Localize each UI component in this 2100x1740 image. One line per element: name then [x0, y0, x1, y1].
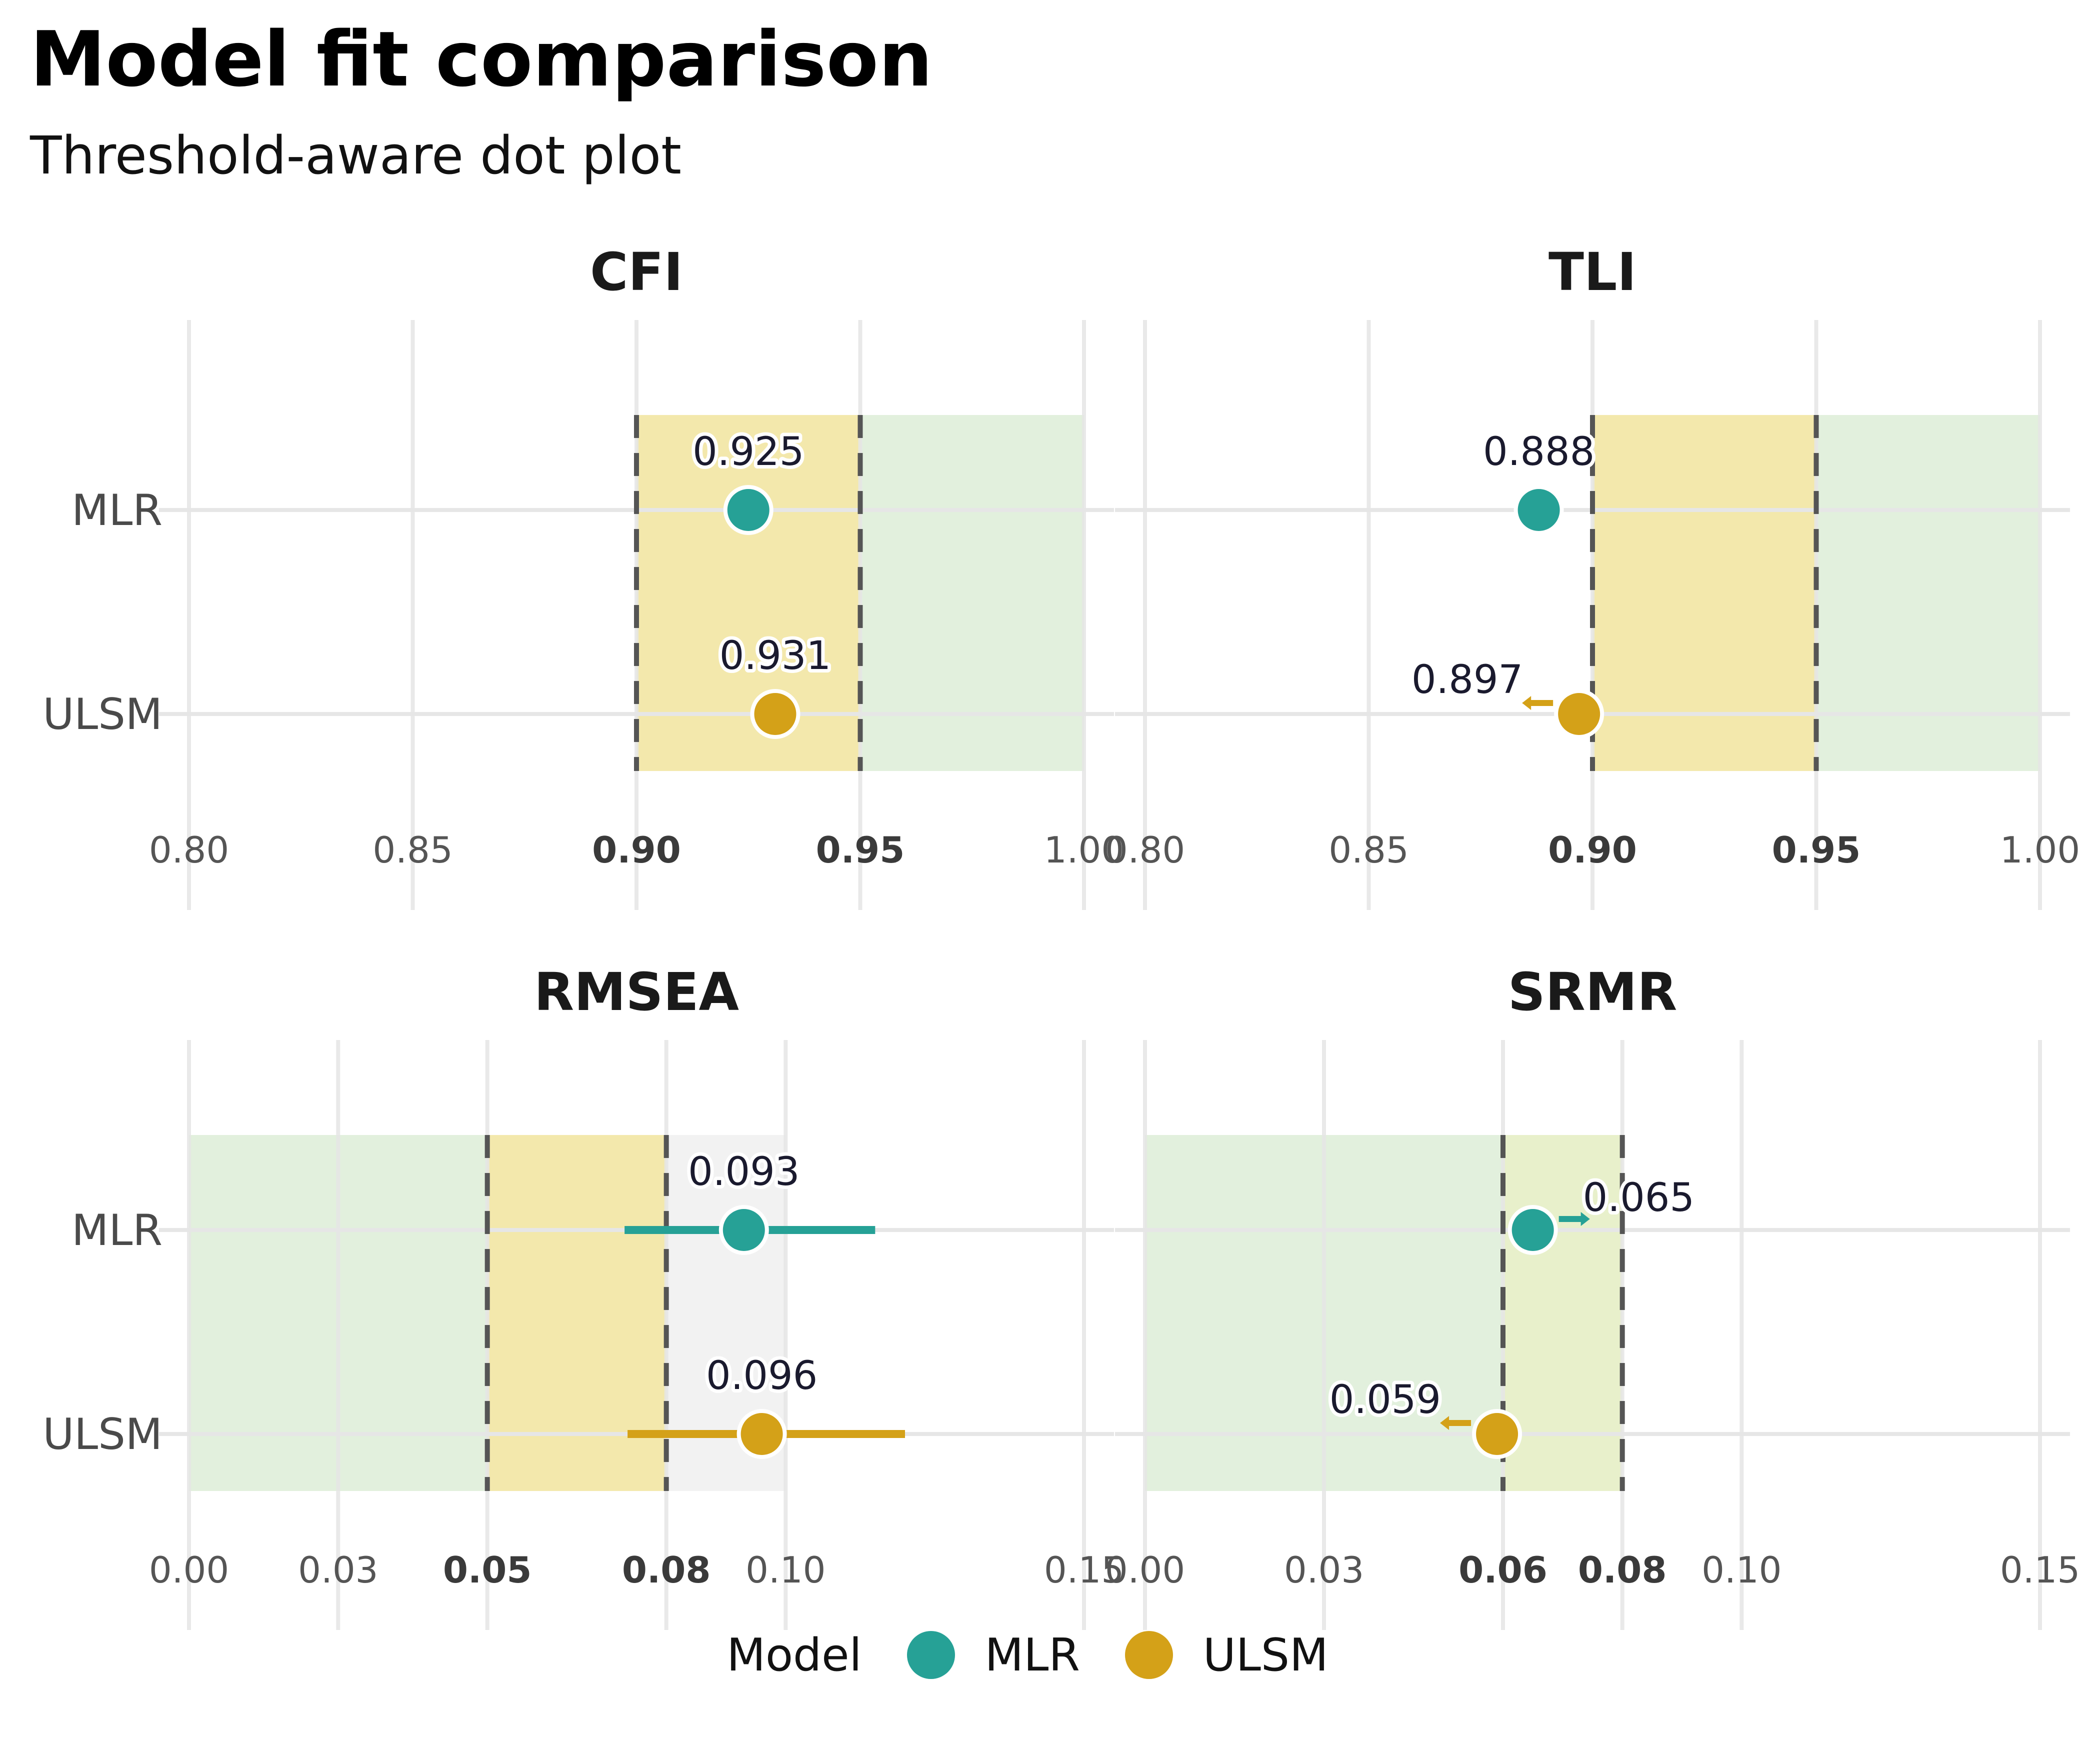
legend-swatch-mlr — [906, 1631, 955, 1679]
tli-mlr-data-label: 0.888 — [1483, 430, 1594, 474]
cfi-mlr-data-label: 0.925 — [692, 430, 804, 474]
srmr-tick-label-5: 0.15 — [2000, 1549, 2080, 1591]
cfi-category-label-1: ULSM — [42, 690, 162, 740]
cfi-band-0 — [636, 415, 860, 771]
tli-mlr-point — [1514, 485, 1564, 535]
srmr-tick-label-3: 0.08 — [1578, 1549, 1667, 1591]
cfi-ulsm-data-label: 0.931 — [720, 634, 831, 678]
cfi-tick-label-1: 0.85 — [372, 829, 452, 871]
rmsea-ulsm-point — [736, 1409, 787, 1459]
legend-title: Model — [726, 1628, 862, 1682]
srmr-band-1 — [1503, 1135, 1622, 1491]
tli-ulsm-point — [1554, 689, 1604, 739]
legend: Model MLR ULSM — [0, 1615, 2100, 1695]
rmsea-tick-label-2: 0.05 — [443, 1549, 532, 1591]
rmsea-category-label-0: MLR — [72, 1206, 162, 1256]
cfi-band-1 — [860, 415, 1084, 771]
rmsea-ulsm-data-label: 0.096 — [706, 1354, 818, 1398]
tli-ulsm-arrow-head — [1522, 696, 1532, 710]
rmsea-facet-title: RMSEA — [534, 962, 739, 1022]
legend-item-mlr: MLR — [906, 1628, 1080, 1682]
cfi-tick-label-4: 1.00 — [1044, 829, 1124, 871]
cfi-tick-label-2: 0.90 — [592, 829, 681, 871]
tli-facet-title: TLI — [1548, 242, 1636, 302]
tli-band-0 — [1592, 415, 1816, 771]
cfi-mlr-point — [723, 485, 774, 535]
srmr-tick-label-1: 0.03 — [1284, 1549, 1364, 1591]
tli-tick-label-2: 0.90 — [1548, 829, 1637, 871]
srmr-tick-label-4: 0.10 — [1702, 1549, 1782, 1591]
legend-label-ulsm: ULSM — [1202, 1628, 1328, 1682]
srmr-tick-label-2: 0.06 — [1458, 1549, 1548, 1591]
rmsea-tick-label-3: 0.08 — [622, 1549, 711, 1591]
chart-title: Model fit comparison — [30, 15, 933, 104]
cfi-tick-label-0: 0.80 — [149, 829, 229, 871]
rmsea-tick-label-0: 0.00 — [149, 1549, 229, 1591]
tli-tick-label-4: 1.00 — [2000, 829, 2080, 871]
tli-tick-label-0: 0.80 — [1105, 829, 1185, 871]
legend-label-mlr: MLR — [984, 1628, 1080, 1682]
tli-tick-label-1: 0.85 — [1328, 829, 1408, 871]
cfi-facet-title: CFI — [590, 242, 683, 302]
tli-band-1 — [1816, 415, 2040, 771]
srmr-ulsm-arrow-head — [1440, 1416, 1450, 1430]
tli-ulsm-data-label: 0.897 — [1412, 658, 1523, 702]
rmsea-mlr-point — [718, 1205, 769, 1255]
legend-item-ulsm: ULSM — [1124, 1628, 1328, 1682]
cfi-tick-label-3: 0.95 — [816, 829, 905, 871]
rmsea-tick-label-5: 0.15 — [1044, 1549, 1124, 1591]
cfi-category-label-0: MLR — [72, 486, 162, 536]
srmr-mlr-point — [1508, 1205, 1558, 1255]
chart-subtitle: Threshold-aware dot plot — [30, 125, 682, 186]
tli-tick-label-3: 0.95 — [1772, 829, 1861, 871]
srmr-ulsm-point — [1472, 1409, 1522, 1459]
rmsea-tick-label-1: 0.03 — [298, 1549, 378, 1591]
legend-swatch-ulsm — [1124, 1631, 1173, 1679]
rmsea-mlr-data-label: 0.093 — [688, 1150, 800, 1194]
rmsea-category-label-1: ULSM — [42, 1410, 162, 1460]
srmr-mlr-arrow-head — [1580, 1212, 1590, 1226]
srmr-ulsm-data-label: 0.059 — [1330, 1378, 1441, 1422]
srmr-tick-label-0: 0.00 — [1105, 1549, 1185, 1591]
cfi-ulsm-point — [750, 689, 800, 739]
srmr-facet-title: SRMR — [1508, 962, 1678, 1022]
srmr-mlr-data-label: 0.065 — [1583, 1176, 1694, 1220]
rmsea-tick-label-4: 0.10 — [746, 1549, 826, 1591]
